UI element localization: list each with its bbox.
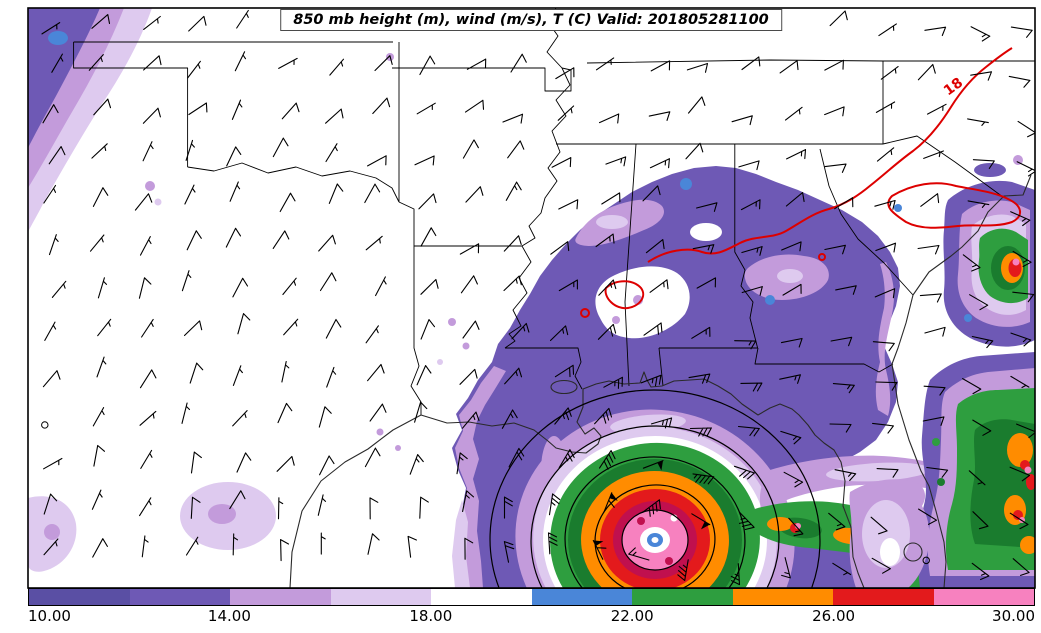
plot-title: 850 mb height (m), wind (m/s), T (C) Val… — [280, 9, 782, 31]
plot-title-text: 850 mb height (m), wind (m/s), T (C) Val… — [293, 12, 769, 28]
colorbar-tick-label: 30.00 — [992, 607, 1035, 625]
colorbar-tick-label: 10.00 — [28, 607, 71, 625]
colorbar — [28, 588, 1035, 606]
colorbar-segment — [129, 589, 230, 605]
colorbar-tick-label: 14.00 — [207, 607, 251, 625]
lake-okeechobee — [903, 542, 923, 562]
colorbar-segment — [29, 589, 130, 605]
colorbar-segment — [632, 589, 733, 605]
colorbar-segment — [531, 589, 632, 605]
temperature-contour-18c — [580, 47, 1021, 318]
colorbar-tick-label: 26.00 — [812, 607, 856, 625]
colorbar-segment — [732, 589, 833, 605]
wind-barbs — [41, 9, 1035, 586]
state-borders — [73, 8, 1035, 415]
height-contours — [489, 389, 821, 588]
colorbar-segment — [230, 589, 331, 605]
colorbar-segment — [330, 589, 431, 605]
coastline — [289, 174, 1032, 588]
colorbar-segment — [431, 589, 532, 605]
colorbar-tick-label: 22.00 — [610, 607, 654, 625]
lake-pontchartrain — [550, 379, 578, 395]
colorbar-segment — [933, 589, 1034, 605]
colorbar-segment — [833, 589, 934, 605]
colorbar-tick-label: 18.00 — [409, 607, 453, 625]
